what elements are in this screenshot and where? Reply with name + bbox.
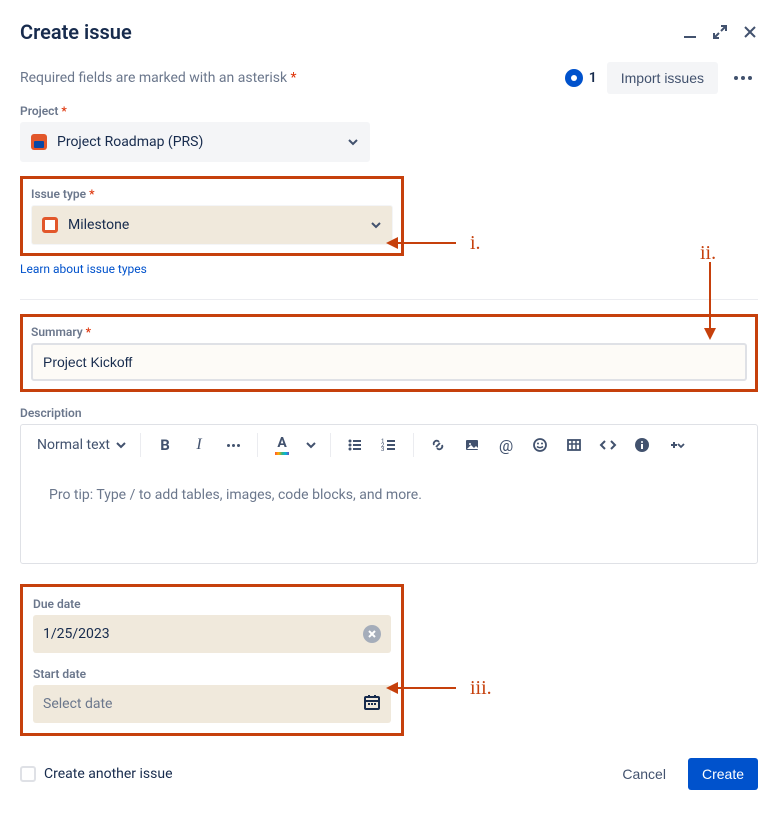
annotation-label-i: i. (470, 232, 481, 255)
project-field: Project * Project Roadmap (PRS) (20, 104, 758, 162)
window-controls (682, 24, 758, 40)
rich-text-editor: Normal text B I A (20, 424, 758, 564)
summary-highlight: Summary * (20, 314, 758, 392)
asterisk-icon: * (291, 70, 297, 86)
code-icon[interactable] (598, 435, 618, 455)
project-value: Project Roadmap (PRS) (57, 134, 359, 150)
start-date-input[interactable]: Select date (33, 685, 391, 723)
watchers-count: 1 (589, 70, 597, 86)
dates-highlight: Due date 1/25/2023 Start date Select dat… (20, 584, 404, 736)
project-icon (31, 134, 47, 150)
bullet-list-icon[interactable] (345, 435, 365, 455)
create-another-row: Create another issue (20, 766, 173, 782)
required-note: Required fields are marked with an aster… (20, 70, 297, 86)
close-icon[interactable] (742, 24, 758, 40)
chevron-down-icon (347, 136, 359, 148)
modal-header: Create issue (20, 20, 758, 44)
due-date-label: Due date (33, 597, 391, 611)
chevron-down-icon[interactable] (306, 440, 316, 450)
learn-issue-types-link[interactable]: Learn about issue types (20, 262, 147, 276)
create-another-label: Create another issue (44, 766, 173, 782)
text-style-dropdown[interactable]: Normal text (37, 437, 126, 453)
eye-icon (565, 69, 583, 87)
mention-icon[interactable]: @ (496, 435, 516, 455)
cancel-button[interactable]: Cancel (610, 758, 678, 790)
top-row: Required fields are marked with an aster… (20, 62, 758, 94)
description-field: Description Normal text B I A (20, 406, 758, 564)
top-actions: 1 Import issues (565, 62, 758, 94)
emoji-icon[interactable] (530, 435, 550, 455)
editor-toolbar: Normal text B I A (21, 425, 757, 465)
chevron-down-icon (370, 219, 382, 231)
summary-input[interactable] (31, 343, 747, 381)
italic-icon[interactable]: I (189, 435, 209, 455)
due-date-field: Due date 1/25/2023 (33, 597, 391, 653)
start-date-label: Start date (33, 667, 391, 681)
description-label: Description (20, 406, 758, 420)
milestone-icon (42, 217, 58, 233)
import-issues-button[interactable]: Import issues (607, 62, 718, 94)
table-icon[interactable] (564, 435, 584, 455)
image-icon[interactable] (462, 435, 482, 455)
insert-more-icon[interactable] (666, 435, 686, 455)
create-another-checkbox[interactable] (20, 766, 36, 782)
link-icon[interactable] (428, 435, 448, 455)
more-formatting-icon[interactable] (223, 435, 243, 455)
issue-type-select[interactable]: Milestone (31, 205, 393, 245)
start-date-placeholder: Select date (43, 696, 363, 712)
project-label: Project * (20, 104, 758, 118)
due-date-value: 1/25/2023 (43, 626, 363, 642)
issue-type-label: Issue type * (31, 187, 393, 201)
minimize-icon[interactable] (682, 24, 698, 40)
divider (20, 299, 758, 300)
modal-title: Create issue (20, 20, 132, 44)
annotation-label-ii: ii. (700, 242, 716, 265)
calendar-icon (363, 693, 381, 715)
due-date-input[interactable]: 1/25/2023 (33, 615, 391, 653)
description-textarea[interactable]: Pro tip: Type / to add tables, images, c… (21, 465, 757, 563)
required-note-text: Required fields are marked with an aster… (20, 70, 287, 86)
text-color-icon[interactable]: A (272, 435, 292, 455)
svg-text:3: 3 (381, 446, 384, 453)
project-select[interactable]: Project Roadmap (PRS) (20, 122, 370, 162)
start-date-field: Start date Select date (33, 667, 391, 723)
expand-icon[interactable] (712, 24, 728, 40)
bold-icon[interactable]: B (155, 435, 175, 455)
numbered-list-icon[interactable]: 123 (379, 435, 399, 455)
modal-footer: Create another issue Cancel Create (20, 758, 758, 790)
watchers-badge[interactable]: 1 (565, 69, 597, 87)
annotation-label-iii: iii. (470, 677, 492, 700)
summary-label: Summary * (31, 325, 747, 339)
issue-type-value: Milestone (68, 217, 382, 233)
info-icon[interactable] (632, 435, 652, 455)
clear-date-icon[interactable] (363, 625, 381, 643)
footer-actions: Cancel Create (610, 758, 758, 790)
issue-type-highlight: Issue type * Milestone (20, 176, 404, 256)
create-button[interactable]: Create (688, 758, 758, 790)
more-actions-icon[interactable] (728, 70, 758, 86)
